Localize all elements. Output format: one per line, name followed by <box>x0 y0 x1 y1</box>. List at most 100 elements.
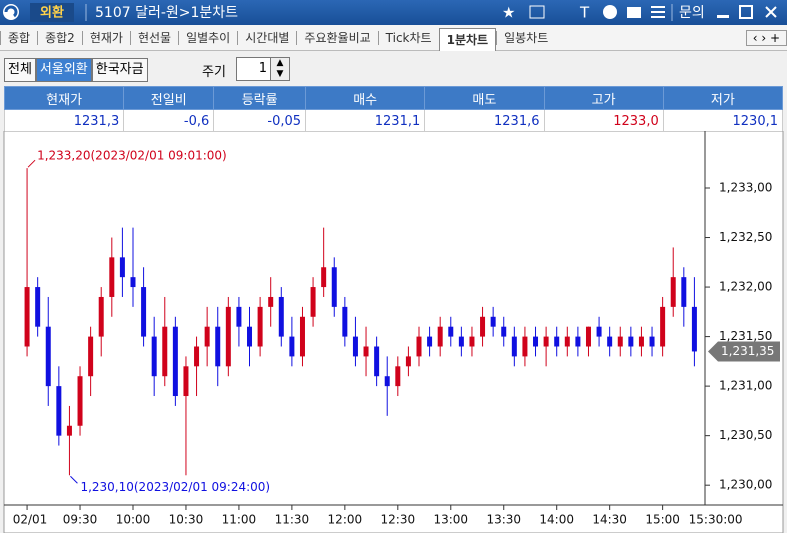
tab-nav[interactable]: ‹ › + <box>745 29 787 46</box>
candle-body <box>35 287 41 327</box>
quote-header: 저가 <box>662 86 784 110</box>
x-tick-label: 15:30:00 <box>689 513 743 527</box>
candle-body <box>299 316 305 357</box>
candle-body <box>321 267 327 288</box>
tab-bar: 종합 종합2 현재가 현선물 일별추이 시간대별 주요환율비교 Tick차트 1분차트 일봉차트 ‹… <box>0 25 787 51</box>
candle-body <box>490 316 496 327</box>
tab[interactable]: 주요환율비교 <box>296 30 377 45</box>
window-title[interactable]: 5107 달러-원>1분차트 <box>95 5 238 21</box>
maximize[interactable] <box>739 5 753 19</box>
quote-value: 1231,6 <box>424 109 545 133</box>
last-price-marker <box>708 341 780 362</box>
candle-body <box>564 336 570 347</box>
tab[interactable]: Tick차트 <box>377 30 439 45</box>
candle-body <box>448 326 454 337</box>
x-tick-label: 15:00 <box>645 513 680 527</box>
x-tick-label: 09:30 <box>63 513 98 527</box>
y-tick-label: 1,233,00 <box>719 180 772 194</box>
candle-body <box>458 336 464 347</box>
candle-body <box>628 336 634 347</box>
x-tick-label: 10:30 <box>169 513 204 527</box>
link-icon[interactable] <box>529 5 545 19</box>
candle-body <box>395 366 401 387</box>
last-price-label: 1,231,35 <box>721 344 774 358</box>
quote-header: 매수 <box>305 86 426 110</box>
inquiry[interactable]: 문의 <box>679 5 705 21</box>
candle-body <box>585 326 591 347</box>
candle-body <box>225 306 231 367</box>
period-spinner[interactable]: ▲ ▼ <box>270 57 290 81</box>
candle-body <box>66 425 72 436</box>
candle-body <box>141 287 147 337</box>
candle-body <box>638 336 644 347</box>
quote-value: 1233,0 <box>543 109 664 133</box>
text-icon[interactable]: T <box>579 4 590 22</box>
candle-body <box>268 296 274 307</box>
candle-body <box>310 287 316 317</box>
candle-body <box>183 366 189 397</box>
candle-body <box>289 336 295 357</box>
annotation-arrow <box>27 159 36 168</box>
candle-body <box>56 386 62 436</box>
period-label: 주기 <box>202 65 226 80</box>
quote-value: -0,6 <box>123 109 215 133</box>
candle-body <box>384 376 390 387</box>
x-tick-label: 13:00 <box>433 513 468 527</box>
tab[interactable]: 시간대별 <box>237 30 296 45</box>
tab[interactable]: 종합2 <box>37 30 82 45</box>
annotation: 1,233,20(2023/02/01 09:01:00) <box>37 149 227 163</box>
candle-body <box>331 267 337 307</box>
candle-body <box>130 277 136 288</box>
candle-body <box>511 336 517 357</box>
help-icon[interactable] <box>603 5 617 19</box>
candle-body <box>77 376 83 426</box>
candle-body <box>522 336 528 357</box>
y-tick-label: 1,230,00 <box>719 478 772 492</box>
tab[interactable]: 현선물 <box>129 30 178 45</box>
quote-header: 고가 <box>543 86 664 110</box>
candle-body <box>374 346 380 377</box>
x-tick-label: 13:30 <box>486 513 521 527</box>
y-tick-label: 1,230,50 <box>719 428 772 442</box>
logo: 외환 <box>40 5 64 21</box>
market-button[interactable]: 서울외환 <box>35 58 92 82</box>
tab[interactable]: 1분차트 <box>438 27 497 51</box>
candle-body <box>554 336 560 347</box>
title-icons: 외환 5107 달러-원>1분차트 ★ T 문의 <box>3 3 777 22</box>
tab[interactable]: 일별추이 <box>178 30 237 45</box>
quote-header: 전일비 <box>123 86 215 110</box>
tab[interactable]: 일봉차트 <box>496 30 555 45</box>
logo-box <box>30 3 74 22</box>
candle-body <box>681 277 687 307</box>
quote-value: 1231,1 <box>305 109 426 133</box>
candle-body <box>194 346 200 367</box>
print-icon[interactable] <box>627 7 641 18</box>
candle-body <box>24 287 30 347</box>
tab[interactable]: 현재가 <box>81 30 130 45</box>
x-tick-label: 12:30 <box>381 513 416 527</box>
toolbar: 주기 1 ▲ ▼ 전체 서울외환 한국자금 <box>0 52 787 84</box>
candle-body <box>469 336 475 347</box>
candle-body <box>88 336 94 377</box>
candle-body <box>596 326 602 337</box>
market-button[interactable]: 한국자금 <box>91 58 148 82</box>
market-button[interactable]: 전체 <box>4 58 36 82</box>
annotation: 1,230,10(2023/02/01 09:24:00) <box>80 480 270 494</box>
y-tick-label: 1,231,50 <box>719 329 772 343</box>
candle-body <box>257 306 263 347</box>
candle-body <box>607 336 613 347</box>
candle-body <box>236 306 242 327</box>
candle-body <box>660 306 666 347</box>
candle-body <box>119 257 125 278</box>
candle-body <box>543 336 549 347</box>
favorite-icon[interactable]: ★ <box>502 4 515 22</box>
tab[interactable]: 종합 <box>0 30 37 45</box>
quote-value: 1231,3 <box>3 109 125 133</box>
minimize[interactable] <box>717 15 729 18</box>
x-tick-label: 14:30 <box>592 513 627 527</box>
quote-table: 현재가 전일비 등락률 매수 매도 고가 저가 1231,3 -0,6 -0,05 1231,1 12… <box>3 86 784 133</box>
period-input[interactable]: 1 <box>236 57 272 81</box>
candle-body <box>109 257 115 297</box>
close[interactable] <box>765 6 777 18</box>
candle-body <box>352 336 358 357</box>
